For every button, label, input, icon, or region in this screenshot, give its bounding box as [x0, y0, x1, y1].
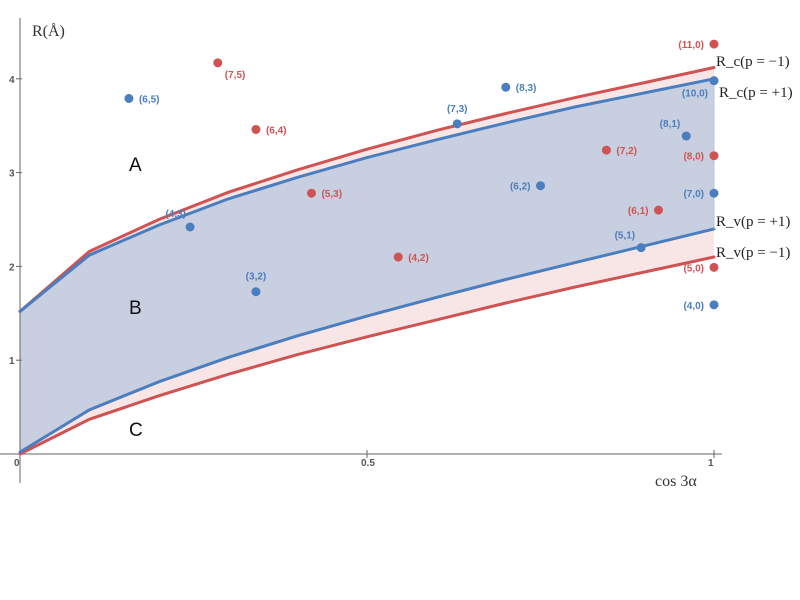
point-red-8-0: [709, 151, 719, 161]
curve-label-rv-minus: R_v(p = −1): [716, 245, 790, 261]
point-blue-5-1: [636, 243, 646, 253]
point-red-7-2: [601, 145, 611, 155]
point-label-blue-4-0: (4,0): [683, 301, 704, 312]
point-label-blue-10-0: (10,0): [682, 89, 708, 100]
curve-label-rc-minus: R_c(p = −1): [716, 54, 790, 70]
point-label-red-4-2: (4,2): [408, 253, 429, 264]
point-label-red-7-5: (7,5): [225, 70, 246, 81]
point-label-blue-7-3: (7,3): [447, 104, 468, 115]
labels: R_c(p = −1) R_c(p = +1) R_v(p = +1) R_v(p =…: [129, 54, 793, 441]
curve-label-rc-plus: R_c(p = +1): [719, 85, 793, 101]
y-axis-title: R(Å): [32, 22, 65, 40]
point-label-blue-6-2: (6,2): [510, 182, 531, 193]
x-axis-title: cos 3α: [655, 473, 697, 490]
point-red-6-4: [251, 124, 261, 134]
point-label-red-7-2: (7,2): [616, 146, 637, 157]
axes: [0, 18, 722, 483]
point-label-blue-4-3: (4,3): [165, 209, 186, 220]
point-red-7-5: [213, 58, 223, 68]
point-label-blue-6-5: (6,5): [139, 94, 160, 105]
point-blue-6-5: [124, 93, 134, 103]
region-label-b: B: [129, 298, 142, 319]
x-tick-label-0: 0: [14, 458, 20, 469]
curve-rv-plus: [18, 227, 716, 454]
curve-label-rv-plus: R_v(p = +1): [716, 214, 790, 230]
point-red-5-3: [306, 188, 316, 198]
point-label-blue-3-2: (3,2): [246, 272, 267, 283]
ticks: 0 0.5 1 1 2 3 4 cos 3α R(Å): [9, 22, 715, 490]
point-label-red-5-3: (5,3): [321, 189, 342, 200]
point-blue-4-0: [709, 300, 719, 310]
point-label-red-6-4: (6,4): [266, 125, 287, 136]
point-blue-3-2: [251, 287, 261, 297]
curve-rc-plus: [18, 77, 716, 313]
point-label-blue-7-0: (7,0): [683, 189, 704, 200]
point-blue-6-2: [536, 181, 545, 191]
point-blue-8-1: [681, 131, 691, 141]
point-blue-8-3: [501, 82, 511, 92]
region-label-a: A: [129, 155, 142, 176]
y-tick-label-0: 1: [9, 356, 15, 367]
point-red-5-0: [709, 262, 719, 272]
point-label-red-5-0: (5,0): [683, 263, 704, 274]
point-label-blue-8-1: (8,1): [660, 119, 681, 130]
point-red-4-2: [393, 252, 403, 262]
y-tick-label-1: 2: [9, 262, 15, 273]
x-tick-label-1: 0.5: [361, 458, 375, 469]
y-tick-label-2: 3: [9, 169, 15, 180]
y-tick-label-3: 4: [9, 75, 15, 86]
x-tick-label-2: 1: [708, 458, 714, 469]
region-label-c: C: [129, 420, 143, 441]
curves: [18, 66, 716, 456]
point-label-blue-8-3: (8,3): [516, 83, 537, 94]
points: (6,5) (4,3) (3,2) (7,3) (8,3) (6,2) (5,1) (8,1)…: [124, 39, 719, 312]
point-blue-7-0: [709, 188, 719, 198]
point-blue-4-3: [185, 222, 195, 232]
point-blue-7-3: [452, 119, 462, 129]
point-label-red-6-1: (6,1): [628, 206, 649, 217]
point-label-red-11-0: (11,0): [678, 40, 704, 51]
curve-rc-minus: [18, 66, 716, 313]
curve-rv-minus: [18, 255, 716, 456]
point-label-blue-5-1: (5,1): [615, 231, 636, 242]
bands: [20, 67, 714, 454]
blue-band-fill: [20, 78, 714, 453]
point-label-red-8-0: (8,0): [683, 152, 704, 163]
point-blue-10-0: [709, 76, 719, 86]
point-red-6-1: [653, 205, 663, 215]
point-red-11-0: [709, 39, 719, 49]
